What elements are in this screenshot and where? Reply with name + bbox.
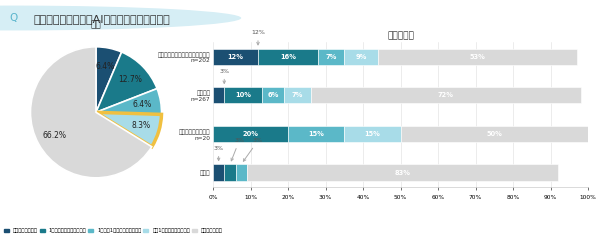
Bar [284, 87, 311, 103]
Text: 6%: 6% [268, 92, 278, 98]
Bar [344, 126, 401, 142]
Title: 企業規模別: 企業規模別 [387, 31, 414, 40]
Text: あなたは業務で生成AIを活用していますか？: あなたは業務で生成AIを活用していますか？ [33, 14, 170, 24]
Text: 12%: 12% [227, 54, 244, 60]
Bar [318, 49, 344, 65]
Bar [288, 126, 344, 142]
Bar [213, 165, 224, 181]
Wedge shape [96, 89, 161, 114]
Wedge shape [96, 47, 122, 112]
Bar [213, 126, 288, 142]
Bar [224, 87, 262, 103]
Text: 50%: 50% [487, 131, 502, 137]
Wedge shape [96, 52, 157, 112]
Text: 15%: 15% [308, 131, 324, 137]
Text: 9%: 9% [355, 54, 367, 60]
Text: 53%: 53% [469, 54, 485, 60]
Wedge shape [96, 112, 161, 147]
Text: 8.3%: 8.3% [131, 121, 151, 130]
Text: 83%: 83% [394, 169, 410, 176]
Bar [247, 165, 558, 181]
Bar [213, 49, 258, 65]
Bar [258, 49, 318, 65]
Text: 3%: 3% [244, 138, 263, 161]
Bar [344, 49, 378, 65]
Text: 12.7%: 12.7% [118, 75, 142, 84]
Bar [235, 165, 247, 181]
Bar [262, 87, 284, 103]
Title: 全体: 全体 [91, 21, 101, 30]
Text: Q: Q [9, 13, 17, 23]
Text: 3%: 3% [214, 146, 224, 161]
Text: 12%: 12% [251, 30, 265, 45]
Bar [311, 87, 581, 103]
Text: 72%: 72% [437, 92, 454, 98]
Text: 6.4%: 6.4% [96, 62, 115, 71]
Text: 15%: 15% [364, 131, 380, 137]
Wedge shape [31, 47, 152, 178]
Text: 66.2%: 66.2% [43, 131, 67, 140]
Text: 6.4%: 6.4% [133, 100, 152, 109]
Text: 7%: 7% [292, 92, 303, 98]
Text: 3%: 3% [231, 138, 244, 161]
Text: 7%: 7% [325, 54, 337, 60]
Circle shape [0, 6, 241, 30]
Text: 16%: 16% [280, 54, 296, 60]
Text: 20%: 20% [242, 131, 259, 137]
Bar [378, 49, 577, 65]
Bar [401, 126, 588, 142]
Legend: 毎日活用している, 1週間に数回活用している, 1週間に1回程度活用している, 月に1回程度活用している, 活用していない: 毎日活用している, 1週間に数回活用している, 1週間に1回程度活用している, … [2, 226, 225, 234]
Bar [213, 87, 224, 103]
Text: 10%: 10% [235, 92, 251, 98]
Bar [224, 165, 235, 181]
Text: 3%: 3% [219, 69, 229, 83]
